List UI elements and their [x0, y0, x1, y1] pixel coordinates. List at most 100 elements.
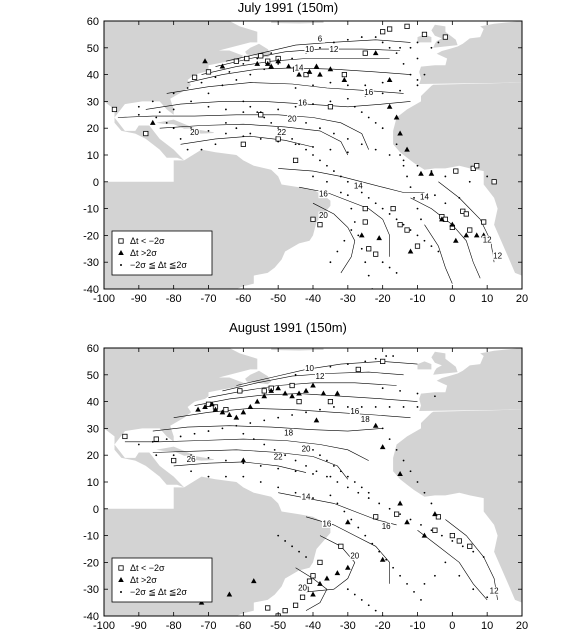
data-point-cold: [303, 72, 309, 78]
legend-marker-square: [118, 565, 124, 571]
data-point-normal: [284, 540, 287, 542]
data-point-normal: [399, 513, 401, 516]
contour-label-bg: [360, 415, 371, 424]
isotherm-line: [410, 197, 481, 279]
isotherm-line: [124, 438, 369, 461]
data-point-warm: [327, 66, 334, 72]
x-tick-label: -60: [235, 293, 251, 305]
data-point-normal: [381, 207, 384, 210]
data-point-normal: [277, 534, 280, 537]
data-point-normal: [270, 52, 273, 55]
contour-label-bg: [349, 407, 360, 416]
data-point-warm: [379, 556, 386, 562]
data-point-cold: [143, 130, 149, 137]
contour-label-bg: [273, 452, 284, 461]
landmass: [369, 4, 404, 12]
data-point-cold: [282, 608, 288, 614]
x-tick-label: -100: [93, 293, 115, 305]
data-point-warm: [372, 50, 379, 56]
isotherm-line: [180, 135, 314, 148]
contour-label-bg: [189, 128, 200, 137]
data-point-normal: [360, 599, 363, 601]
data-point-cold: [205, 69, 212, 75]
data-point-warm: [254, 398, 261, 404]
landmass: [393, 409, 522, 603]
contour-label-bg: [301, 444, 312, 453]
y-tick-label: 30: [87, 423, 99, 435]
data-point-normal: [357, 234, 360, 237]
data-point-normal: [312, 497, 314, 499]
legend-label: −2σ ≦ Δt ≦2σ: [130, 260, 187, 270]
data-point-warm: [404, 519, 410, 525]
contour-label: 22: [277, 128, 286, 137]
contour-label: 20: [350, 552, 359, 561]
data-point-warm: [296, 390, 302, 396]
x-tick-label: 0: [449, 293, 455, 305]
data-point-warm: [289, 393, 295, 399]
data-point-cold: [265, 605, 271, 611]
data-point-normal: [256, 57, 259, 60]
data-point-normal: [388, 46, 391, 49]
data-point-warm: [285, 63, 292, 69]
data-point-normal: [235, 424, 238, 427]
data-point-normal: [190, 470, 192, 473]
data-point-normal: [329, 81, 332, 84]
y-tick-label: 10: [87, 150, 99, 162]
data-point-normal: [277, 140, 280, 143]
isotherm-line: [187, 67, 411, 83]
isotherm-line: [173, 407, 411, 418]
data-point-warm: [233, 414, 240, 420]
data-point-normal: [409, 470, 412, 473]
data-point-normal: [137, 113, 140, 116]
data-point-normal: [409, 73, 412, 76]
y-tick-label: 0: [93, 177, 99, 189]
data-point-normal: [381, 127, 384, 130]
data-point-warm: [324, 575, 330, 581]
data-point-normal: [402, 62, 405, 65]
data-point-normal: [319, 408, 321, 411]
legend: Δt < −2σ Δt >2σ −2σ ≦ Δt ≦2σ: [111, 557, 213, 603]
data-point-normal: [214, 143, 217, 146]
landmass: [417, 34, 432, 43]
data-point-normal: [305, 411, 307, 414]
data-point-warm: [250, 578, 257, 584]
data-point-normal: [333, 170, 335, 172]
data-point-cold: [338, 543, 344, 549]
contour-label: 22: [274, 452, 283, 461]
data-point-normal: [364, 261, 367, 264]
data-point-warm: [345, 519, 351, 525]
data-point-normal: [423, 582, 426, 585]
data-point-warm: [240, 457, 247, 463]
data-point-normal: [242, 111, 245, 114]
data-point-cold: [390, 205, 396, 212]
data-point-normal: [346, 194, 349, 197]
y-tick-label: 40: [87, 397, 99, 409]
data-point-normal: [252, 438, 255, 441]
data-point-warm: [345, 564, 351, 570]
isotherm-line: [312, 202, 356, 274]
legend-label: Δt >2σ: [130, 575, 157, 585]
data-point-normal: [378, 550, 381, 553]
data-point-normal: [329, 475, 332, 478]
legend-marker-dot: [120, 264, 122, 266]
data-point-normal: [259, 481, 262, 483]
data-point-warm: [320, 390, 327, 396]
data-point-normal: [270, 121, 273, 124]
contour-label-bg: [363, 88, 374, 97]
data-point-normal: [186, 148, 189, 151]
data-point-warm: [473, 232, 480, 238]
isotherm-line: [152, 425, 383, 432]
data-point-normal: [374, 202, 377, 205]
data-point-warm: [449, 221, 456, 227]
y-tick-label: 20: [87, 450, 99, 462]
data-point-normal: [294, 143, 297, 146]
landmass: [417, 361, 432, 370]
data-point-normal: [333, 406, 335, 408]
data-point-cold: [237, 388, 243, 394]
data-point-normal: [277, 108, 280, 111]
data-point-normal: [374, 357, 377, 360]
data-point-normal: [444, 202, 447, 205]
contour-label: 20: [302, 444, 311, 453]
legend-marker-triangle: [118, 577, 124, 582]
data-point-normal: [200, 81, 203, 84]
